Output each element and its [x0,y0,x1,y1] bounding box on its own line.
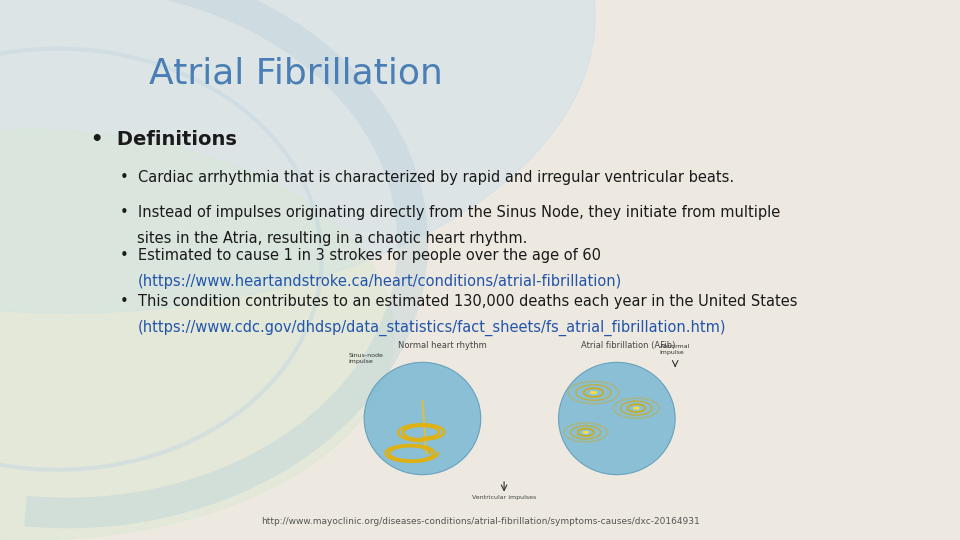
Circle shape [583,431,589,434]
Text: Normal heart rhythm: Normal heart rhythm [397,341,487,350]
Text: Abnormal
impulse: Abnormal impulse [660,344,690,355]
Text: •  Instead of impulses originating directly from the Sinus Node, they initiate f: • Instead of impulses originating direct… [120,205,780,220]
Text: http://www.mayoclinic.org/diseases-conditions/atrial-fibrillation/symptoms-cause: http://www.mayoclinic.org/diseases-condi… [260,517,700,526]
Circle shape [633,407,639,410]
Text: •  Cardiac arrhythmia that is characterized by rapid and irregular ventricular b: • Cardiac arrhythmia that is characteriz… [120,170,734,185]
Text: sites in the Atria, resulting in a chaotic heart rhythm.: sites in the Atria, resulting in a chaot… [137,231,528,246]
Text: •  Definitions: • Definitions [91,130,237,148]
Circle shape [0,0,595,313]
Ellipse shape [559,362,675,475]
Circle shape [589,391,597,394]
Text: Atrial fibrillation (AFib): Atrial fibrillation (AFib) [582,341,676,350]
Circle shape [0,130,394,540]
Text: •  This condition contributes to an estimated 130,000 deaths each year in the Un: • This condition contributes to an estim… [120,294,798,309]
Text: Atrial Fibrillation: Atrial Fibrillation [149,57,443,91]
Text: Sinus-node
impulse: Sinus-node impulse [348,353,383,363]
Text: (https://www.heartandstroke.ca/heart/conditions/atrial-fibrillation): (https://www.heartandstroke.ca/heart/con… [137,274,621,289]
Text: (https://www.cdc.gov/dhdsp/data_statistics/fact_sheets/fs_atrial_fibrillation.ht: (https://www.cdc.gov/dhdsp/data_statisti… [137,320,726,336]
Ellipse shape [364,362,481,475]
Text: •  Estimated to cause 1 in 3 strokes for people over the age of 60: • Estimated to cause 1 in 3 strokes for … [120,248,601,264]
Text: Ventricular impulses: Ventricular impulses [472,495,537,500]
